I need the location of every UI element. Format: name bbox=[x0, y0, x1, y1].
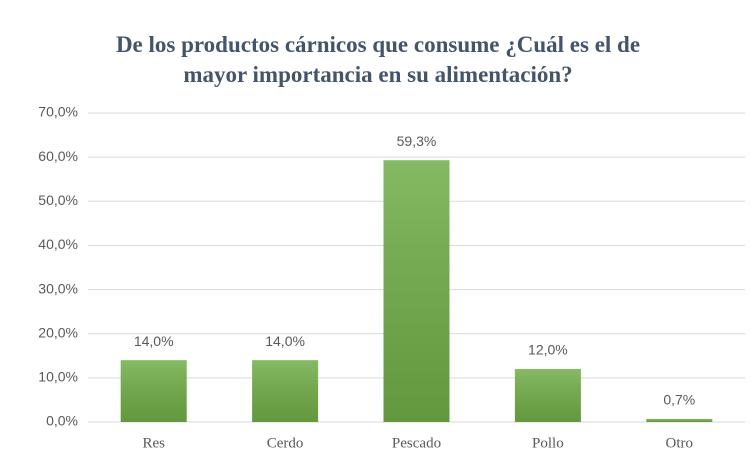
bar-shade bbox=[120, 360, 187, 422]
data-label: 0,7% bbox=[663, 392, 695, 408]
y-tick-label: 40,0% bbox=[38, 236, 78, 252]
x-tick-label: Cerdo bbox=[267, 435, 304, 451]
data-label: 59,3% bbox=[397, 133, 437, 149]
x-tick-label: Res bbox=[142, 435, 165, 451]
x-tick-label: Otro bbox=[666, 435, 694, 451]
bar-shade bbox=[383, 160, 450, 423]
y-tick-label: 0,0% bbox=[46, 413, 78, 429]
chart-title: De los productos cárnicos que consume ¿C… bbox=[115, 32, 641, 87]
y-tick-label: 10,0% bbox=[38, 369, 78, 385]
x-tick-label: Pollo bbox=[532, 435, 564, 451]
data-label: 14,0% bbox=[134, 333, 174, 349]
y-tick-label: 50,0% bbox=[38, 192, 78, 208]
data-label: 12,0% bbox=[528, 342, 568, 358]
data-label: 14,0% bbox=[265, 333, 305, 349]
y-tick-label: 70,0% bbox=[38, 104, 78, 120]
y-tick-label: 20,0% bbox=[38, 324, 78, 340]
bar-shade bbox=[252, 360, 319, 422]
y-tick-label: 30,0% bbox=[38, 280, 78, 296]
title-box: De los productos cárnicos que consume ¿C… bbox=[0, 30, 756, 90]
y-tick-label: 60,0% bbox=[38, 148, 78, 164]
bar-shade bbox=[514, 369, 581, 422]
x-tick-label: Pescado bbox=[392, 435, 441, 451]
bar-shade bbox=[646, 418, 713, 422]
